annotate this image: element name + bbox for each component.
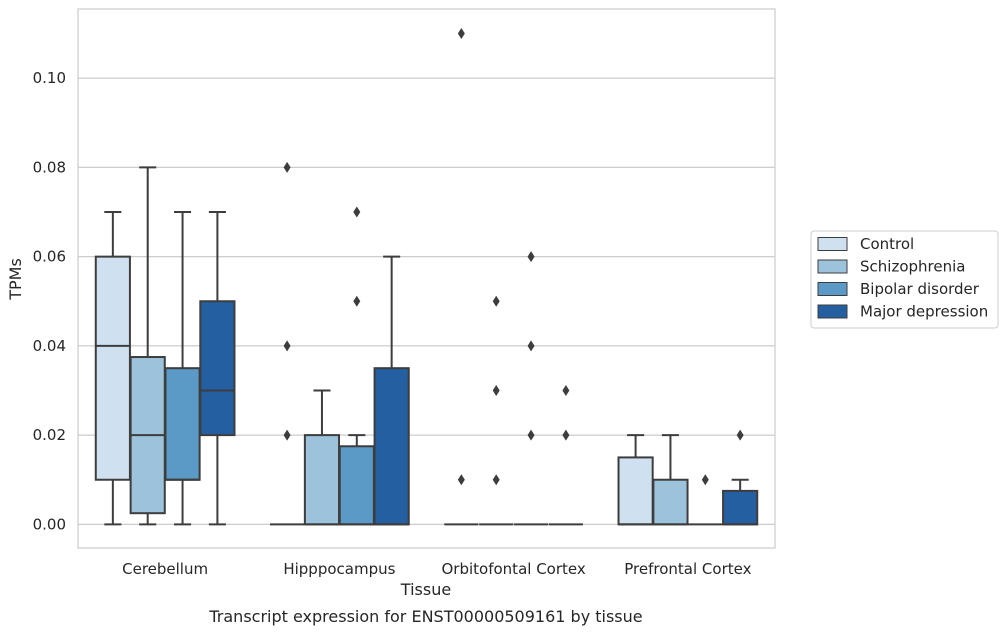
chart-title: Transcript expression for ENST0000050916…	[208, 607, 642, 626]
box-bipolar-disorder	[338, 206, 375, 526]
y-tick-label: 0.04	[33, 337, 66, 355]
box-control	[270, 161, 305, 526]
box-body	[373, 367, 410, 526]
x-tick-label: Hipppocampus	[283, 560, 395, 578]
box-groups	[94, 28, 759, 526]
outlier-point	[283, 340, 291, 352]
y-tick-label: 0.02	[33, 426, 66, 444]
x-tick-label: Orbitofontal Cortex	[442, 560, 586, 578]
box-body	[722, 489, 759, 526]
x-tick-labels: Cerebellum Hipppocampus Orbitofontal Corte…	[122, 560, 751, 578]
legend-swatch	[817, 237, 848, 251]
box-schizophrenia	[129, 166, 166, 526]
outlier-point	[562, 384, 570, 396]
box-control	[617, 434, 654, 526]
box-bipolar-disorder	[164, 211, 201, 526]
box-bipolar-disorder	[688, 474, 723, 526]
box-body	[94, 255, 131, 481]
plot-frame	[77, 8, 776, 549]
outlier-point	[283, 161, 291, 173]
x-axis-label: Tissue	[400, 580, 451, 599]
box-control	[94, 211, 131, 526]
legend-swatch	[817, 259, 848, 274]
box-major-depression	[548, 384, 583, 526]
legend-swatch	[817, 304, 848, 319]
y-tick-label: 0.06	[33, 248, 66, 266]
legend-frame	[810, 230, 999, 329]
box-body	[617, 456, 654, 526]
legend-label: Major depression	[860, 303, 988, 321]
legend-swatch	[817, 282, 848, 296]
y-tick-label: 0.08	[33, 158, 66, 176]
box-major-depression	[373, 255, 410, 526]
outlier-point	[562, 429, 570, 441]
box-body	[652, 478, 689, 526]
legend-label: Bipolar disorder	[860, 280, 980, 298]
y-tick-labels: 0.00 0.02 0.04 0.06 0.08 0.10	[33, 69, 66, 533]
outlier-point	[492, 295, 500, 307]
outlier-point	[457, 28, 465, 40]
box-bipolar-disorder	[513, 251, 549, 526]
outlier-point	[736, 429, 744, 441]
outlier-point	[527, 340, 535, 352]
legend: Control Schizophrenia Bipolar disorder Majo…	[810, 230, 999, 329]
outlier-point	[527, 251, 535, 263]
box-body	[338, 445, 375, 526]
outlier-point	[353, 295, 361, 307]
outlier-point	[353, 206, 361, 218]
x-tick-label: Prefrontal Cortex	[624, 560, 751, 578]
box-major-depression	[199, 211, 236, 526]
outlier-point	[492, 384, 500, 396]
y-tick-label: 0.10	[33, 69, 66, 87]
outlier-point	[457, 474, 465, 486]
outlier-point	[492, 474, 500, 486]
box-schizophrenia	[479, 295, 514, 526]
box-major-depression	[722, 429, 759, 526]
box-body	[164, 367, 201, 481]
box-schizophrenia	[303, 389, 341, 526]
outlier-point	[701, 474, 709, 486]
legend-label: Schizophrenia	[860, 258, 965, 276]
outlier-point	[283, 429, 291, 441]
y-tick-label: 0.00	[33, 515, 66, 533]
legend-label: Control	[860, 235, 914, 253]
box-body	[303, 434, 341, 526]
box-control	[444, 28, 479, 526]
outlier-point	[527, 429, 535, 441]
y-axis-label: TPMs	[6, 258, 25, 301]
box-schizophrenia	[652, 434, 689, 526]
box-body	[199, 300, 236, 437]
x-tick-label: Cerebellum	[122, 560, 208, 578]
